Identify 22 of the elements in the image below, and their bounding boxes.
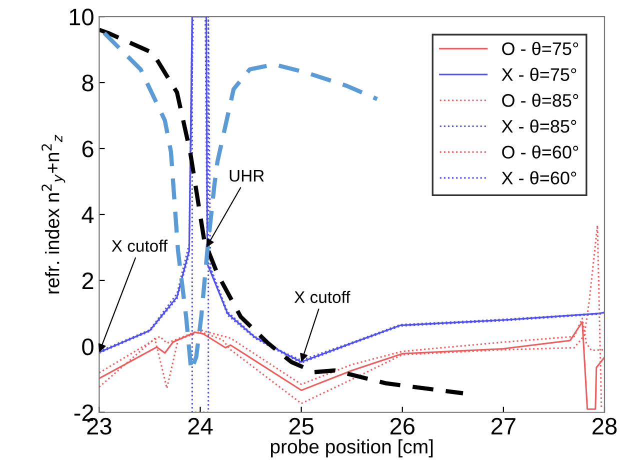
y-axis-title: refr. index n$^{2}$$_{y}$+n$^{2}$$_{z}$ (42, 134, 66, 294)
legend-label: X - θ=60° (502, 171, 576, 184)
x-tick-label: 25 (289, 418, 314, 435)
legend-label: O - θ=75° (502, 42, 578, 56)
x-tick-label: 28 (592, 418, 617, 435)
legend-label: O - θ=85° (502, 94, 578, 107)
annotation: X cutoff (294, 290, 350, 304)
annotation: X cutoff (112, 240, 168, 252)
y-tick-label: 2 (82, 272, 94, 290)
y-tick-label: 8 (82, 74, 94, 92)
x-tick-label: 24 (188, 418, 213, 434)
y-tick-label: 6 (82, 140, 94, 158)
y-tick-label: 4 (82, 206, 94, 224)
x-tick-label: 27 (492, 418, 516, 434)
y-tick-label: 0 (82, 338, 94, 356)
annotation: UHR (230, 170, 264, 182)
legend-label: X - θ=75° (502, 68, 576, 81)
x-axis-title: probe position [cm] (270, 439, 433, 458)
legend-label: X - θ=85° (502, 119, 576, 133)
legend-label: O - θ=60° (502, 145, 578, 159)
y-tick-label: 10 (70, 8, 94, 26)
x-tick-label: 26 (390, 418, 414, 435)
